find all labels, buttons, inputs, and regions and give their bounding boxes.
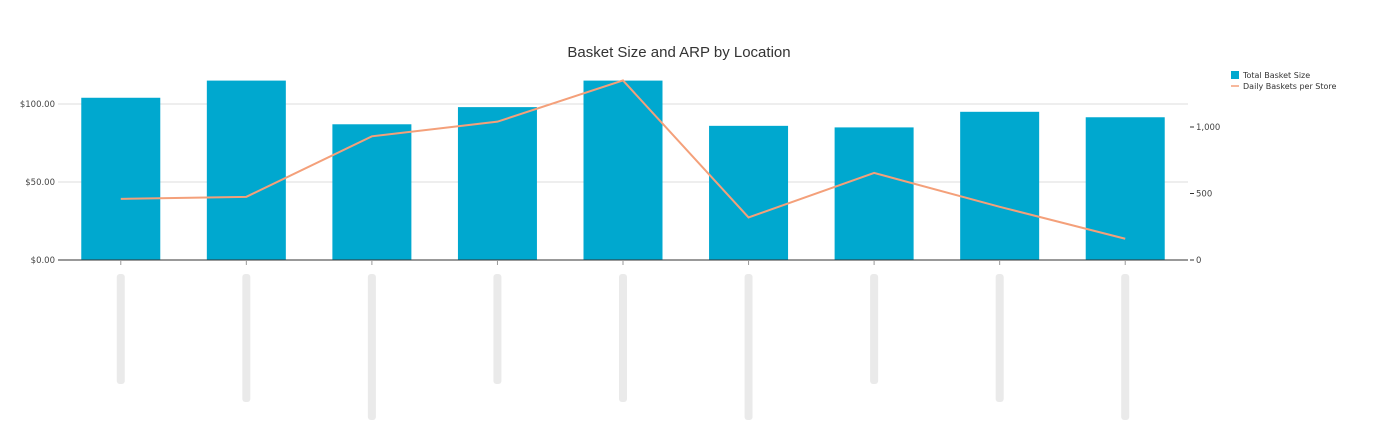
- left-axis-tick-label: $100.00: [20, 100, 55, 110]
- bar[interactable]: [709, 125, 789, 260]
- legend[interactable]: Total Basket Size Daily Baskets per Stor…: [1231, 71, 1337, 91]
- bar[interactable]: [583, 80, 663, 260]
- x-category-label-redacted: [493, 274, 502, 384]
- x-category-label-redacted: [744, 274, 753, 420]
- bar[interactable]: [81, 97, 161, 260]
- line-series-group: [120, 79, 1126, 240]
- left-axis-tick-label: $0.00: [31, 256, 55, 266]
- chart-title: Basket Size and ARP by Location: [567, 44, 790, 61]
- bar[interactable]: [206, 80, 286, 260]
- bar[interactable]: [960, 111, 1040, 260]
- bar[interactable]: [332, 124, 412, 260]
- line-series-daily-baskets[interactable]: [120, 79, 1126, 240]
- legend-label-daily-baskets-per-store: Daily Baskets per Store: [1243, 82, 1337, 91]
- x-category-label-redacted: [619, 274, 627, 402]
- bar[interactable]: [1085, 117, 1165, 260]
- bars-group: [81, 80, 1165, 261]
- bar[interactable]: [834, 127, 914, 261]
- axes-group: $0.00 $50.00 $100.00 0 500 1,000: [20, 100, 1221, 266]
- x-category-label-redacted: [870, 274, 879, 384]
- x-category-label-redacted: [367, 274, 376, 420]
- x-category-label-redacted: [116, 274, 125, 384]
- right-axis-tick-label: 500: [1196, 190, 1212, 200]
- right-axis-tick-label: 0: [1196, 256, 1201, 266]
- right-axis-tick-label: 1,000: [1196, 123, 1220, 133]
- legend-swatch-bar: [1231, 71, 1239, 79]
- left-axis-tick-label: $50.00: [25, 178, 55, 188]
- x-category-label-redacted: [1121, 274, 1130, 420]
- x-category-label-redacted: [242, 274, 251, 402]
- x-category-labels: [116, 274, 1130, 420]
- legend-label-total-basket-size: Total Basket Size: [1242, 71, 1310, 80]
- bar[interactable]: [457, 107, 537, 261]
- x-category-label-redacted: [995, 274, 1004, 402]
